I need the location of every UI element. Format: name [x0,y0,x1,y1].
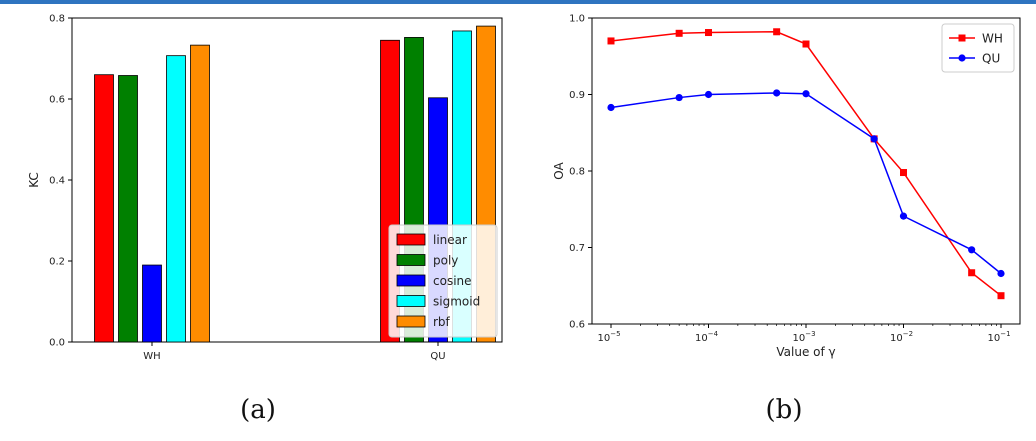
legend-label-qu: QU [982,52,1000,66]
bar-poly-wh [118,75,138,343]
legend-label-linear: linear [433,233,467,247]
point-qu [899,212,908,220]
point-qu [870,135,878,143]
panel-b-y-tick-label: 0.7 [569,243,585,254]
tick-base: 10 [597,333,610,344]
panel-b-y-axis-label: OA [552,161,566,179]
panel-a-bars [94,25,496,343]
panel-a-legend-box [388,224,498,338]
point-qu [968,246,976,254]
bar-cosine-wh [142,264,162,343]
point-qu [607,103,615,112]
panel-a-x-tick-label: WH [143,351,160,362]
point-wh [900,169,907,177]
panel-b-y-tick-label: 0.8 [569,167,585,178]
bar-sigmoid-wh [166,55,186,343]
point-wh [675,29,683,37]
panel-a-y-tick-label: 0.8 [49,14,65,25]
panel-a-y-ticks: 0.0 0.2 0.4 0.6 0.8 [49,14,72,349]
point-qu [675,93,683,102]
legend-label-cosine: cosine [433,274,472,288]
panel-b-x-tick-label: 10−2 [890,330,913,344]
tick-base: 10 [695,333,708,344]
panel-b-caption: (b) [766,395,803,425]
point-wh [997,292,1005,300]
panel-a-caption: (a) [240,395,276,425]
point-qu [802,90,810,98]
legend-swatch-linear [396,233,426,246]
top-accent-bar [0,0,1036,4]
panel-b-legend-box [941,23,1015,73]
panel-b-y-tick-label: 1.0 [569,14,585,25]
panel-a-legend: linear poly cosine sigmoid rbf [388,224,498,338]
legend-swatch-poly [396,254,426,266]
point-wh [968,269,976,277]
panel-a-x-tick-label: QU [430,351,445,362]
panel-b-y-ticks: 0.6 0.7 0.8 0.9 1.0 [569,14,592,331]
panel-a-y-axis-label: KC [27,172,41,188]
tick-base: 10 [987,333,1000,344]
panel-a-y-tick-label: 0.2 [49,257,65,268]
legend-label-rbf: rbf [433,315,451,329]
panel-b-x-tick-label: 10−1 [987,330,1010,344]
panel-a-bar-chart: 0.0 0.2 0.4 0.6 0.8 WH QU KC linear poly cosine… [27,14,503,425]
panel-a-y-tick-label: 0.6 [49,95,65,106]
legend-swatch-sigmoid [396,295,426,307]
bar-rbf-wh [190,44,210,343]
point-qu [773,89,781,97]
point-wh [607,37,615,45]
legend-label-poly: poly [433,254,458,268]
panel-b-y-tick-label: 0.9 [569,90,585,101]
point-wh [705,29,712,37]
panel-b-series [607,28,1005,300]
legend-swatch-cosine [396,274,426,287]
panel-a-x-ticks: WH QU [143,342,446,362]
tick-exponent: −3 [805,330,815,338]
point-qu [997,269,1005,278]
panel-b-x-axis-label: Value of γ [776,345,835,359]
panel-b-x-ticks: 10−5 10−4 10−3 10−2 10−1 [597,324,1011,344]
panel-b-y-tick-label: 0.6 [569,320,585,331]
panel-b-x-tick-label: 10−4 [695,330,719,344]
bar-linear-wh [94,74,114,343]
panel-b-line-chart: 0.60.70.80.91.0 10−5 10−4 10−3 10−2 10−1 OA … [552,14,1021,425]
panel-b-x-tick-label: 10−3 [792,330,815,344]
legend-marker-wh [958,34,966,42]
panel-a-y-tick-label: 0.0 [49,338,65,349]
tick-exponent: −4 [708,330,719,338]
panel-a-y-tick-label: 0.4 [49,176,65,187]
legend-label-wh: WH [982,32,1003,46]
point-wh [802,40,810,48]
panel-b-legend: WH QU [941,23,1015,73]
point-wh [773,28,781,36]
tick-base: 10 [890,333,903,344]
panel-b-x-tick-label: 10−5 [597,330,620,344]
tick-exponent: −1 [1000,330,1010,338]
tick-exponent: −5 [610,330,620,338]
tick-base: 10 [792,333,805,344]
legend-swatch-rbf [396,315,426,328]
legend-marker-qu [958,54,966,62]
legend-label-sigmoid: sigmoid [433,295,480,309]
point-qu [704,90,713,99]
tick-exponent: −2 [903,330,913,338]
